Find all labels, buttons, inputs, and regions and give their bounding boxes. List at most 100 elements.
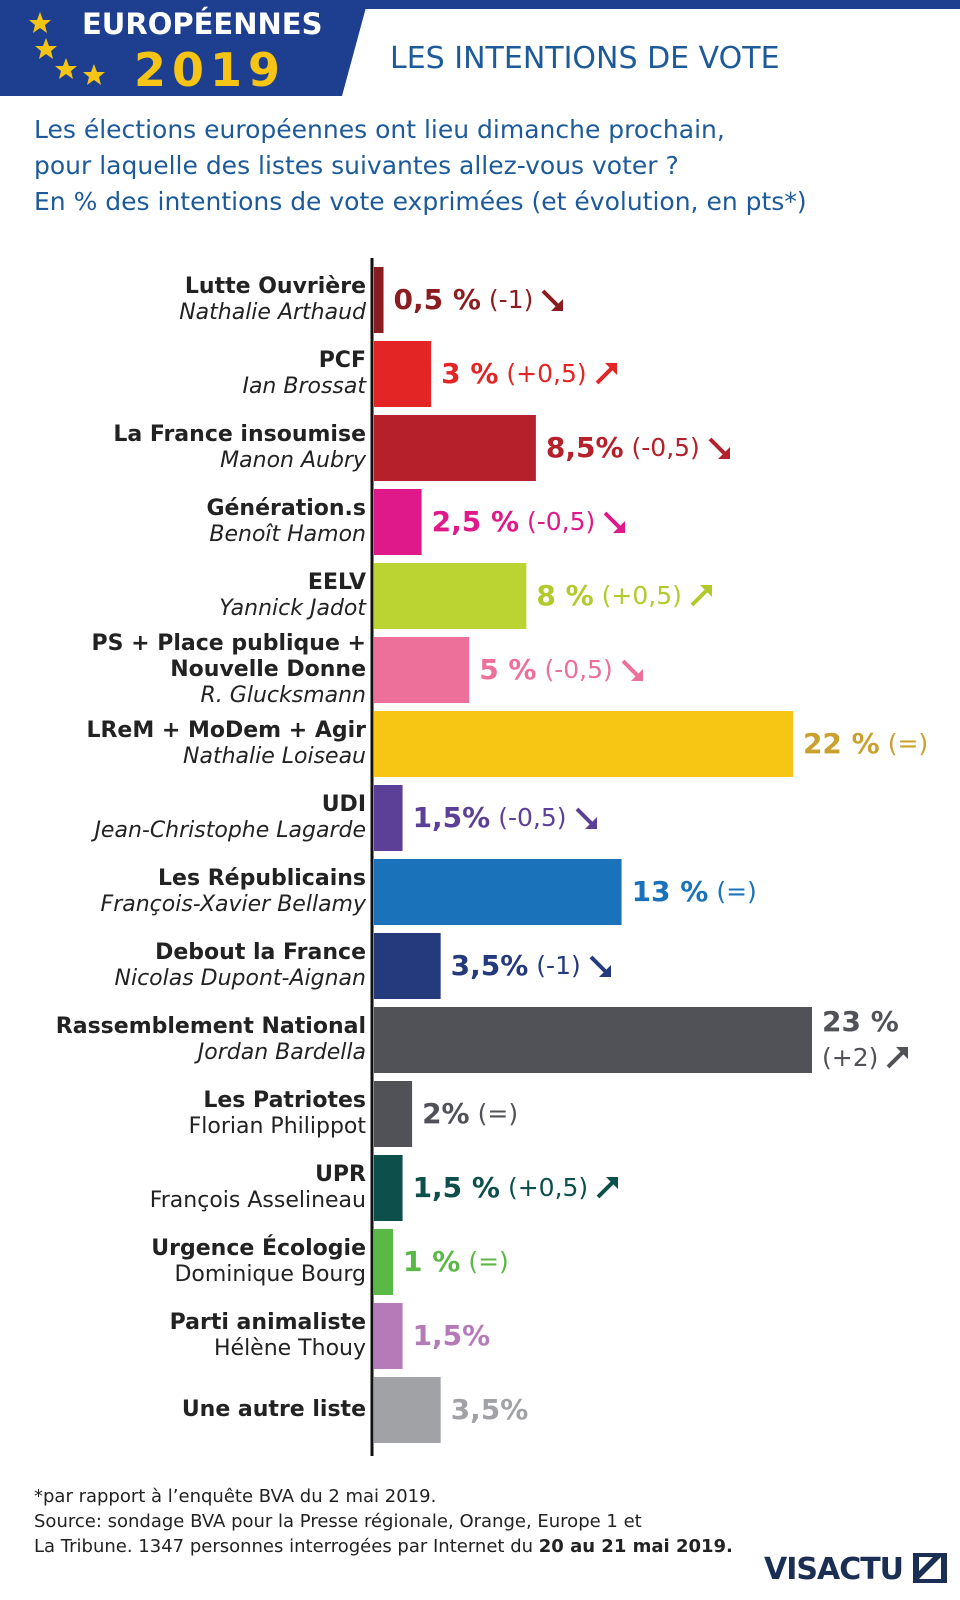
arrow-shaft — [596, 1179, 616, 1199]
party-name: Les Patriotes — [203, 1088, 366, 1113]
value-label: 13 % (=) — [632, 874, 757, 910]
value-text: 1,5 % — [412, 1171, 500, 1204]
badge-year: 2019 — [134, 43, 286, 97]
change: (+0,5) — [508, 1170, 620, 1206]
value-text: 1 % — [403, 1245, 461, 1278]
change-text: (-1) — [536, 951, 581, 980]
category-label: Une autre liste — [10, 1397, 366, 1423]
category-label: Parti animaliste Hélène Thouy — [10, 1310, 366, 1362]
category-label: EELV Yannick Jadot — [10, 570, 366, 622]
change-text: (-0,5) — [631, 433, 700, 462]
arrow-head — [584, 817, 597, 829]
badge-top: EUROPÉENNES — [82, 7, 322, 41]
arrow-head — [598, 965, 611, 977]
category-label: PCF Ian Brossat — [10, 348, 366, 400]
candidate-name: Dominique Bourg — [174, 1262, 366, 1287]
value-label: 22 % (=) — [803, 726, 928, 762]
category-label: La France insoumise Manon Aubry — [10, 422, 366, 474]
subtitle-line: Les élections européennes ont lieu diman… — [34, 115, 725, 144]
value-label: 5 % (-0,5) — [479, 652, 645, 688]
candidate-name: François-Xavier Bellamy — [100, 892, 366, 917]
bar — [374, 1007, 812, 1073]
change: (=) — [468, 1244, 508, 1280]
value-text: 8 % — [536, 579, 594, 612]
trend-arrow — [886, 1047, 909, 1069]
arrow-shaft — [708, 437, 728, 457]
header: EUROPÉENNES 2019 LES INTENTIONS DE VOTE — [0, 0, 960, 97]
candidate-name: R. Glucksmann — [200, 683, 366, 708]
arrow-head — [551, 299, 564, 311]
change: (-0,5) — [498, 800, 598, 836]
logo-icon — [912, 1553, 947, 1583]
value-label: 23 % (+2) — [822, 1004, 945, 1076]
change-text: (=) — [477, 1099, 519, 1128]
candidate-name: Benoît Hamon — [209, 522, 366, 547]
logo-text: VISACTU — [764, 1552, 904, 1587]
value-label: 3,5% — [451, 1392, 529, 1428]
value-text: 23 % — [822, 1005, 899, 1038]
category-label: Lutte Ouvrière Nathalie Arthaud — [10, 274, 366, 326]
category-label: Urgence Écologie Dominique Bourg — [10, 1236, 366, 1288]
change: (=) — [716, 874, 756, 910]
category-label: Debout la France Nicolas Dupont-Aignan — [10, 940, 367, 992]
trend-arrow — [575, 807, 597, 829]
trend-arrow — [708, 437, 730, 459]
arrow-head — [630, 669, 643, 681]
change: (-0,5) — [527, 504, 627, 540]
arrow-shaft — [690, 587, 710, 607]
value-text: 13 % — [631, 875, 709, 908]
trend-arrow — [595, 363, 617, 385]
bar — [374, 415, 536, 481]
value-label: 1,5 % (+0,5) — [413, 1170, 621, 1206]
source: La Tribune. 1347 personnes interrogées p… — [34, 1534, 733, 1559]
party-name: Les Républicains — [158, 866, 366, 891]
value-label: 3,5% (-1) — [451, 948, 613, 984]
value-text: 3,5% — [450, 1393, 529, 1426]
arrow-shaft — [621, 659, 641, 679]
category-label: LReM + MoDem + Agir Nathalie Loiseau — [10, 718, 366, 770]
title: LES INTENTIONS DE VOTE — [390, 41, 780, 76]
bar — [374, 1229, 394, 1295]
arrow-head — [613, 521, 626, 533]
source-text: La Tribune. 1347 personnes interrogées p… — [34, 1536, 534, 1557]
candidate-name: Yannick Jadot — [219, 596, 366, 621]
bar — [374, 489, 422, 555]
category-label: Les Républicains François-Xavier Bellamy — [10, 866, 366, 918]
value-text: 5 % — [479, 653, 537, 686]
subtitle-line: pour laquelle des listes suivantes allez… — [34, 151, 679, 180]
candidate-name: Nathalie Arthaud — [179, 300, 366, 325]
bar — [374, 267, 384, 333]
trend-arrow — [541, 289, 564, 311]
party-name: PS + Place publique + Nouvelle Donne — [91, 631, 366, 682]
change-text: (=) — [887, 729, 929, 758]
bar — [374, 637, 470, 703]
value-text: 22 % — [802, 727, 880, 760]
category-label: Génération.s Benoît Hamon — [10, 496, 366, 548]
change-text: (+0,5) — [506, 359, 587, 388]
change-text: (+0,5) — [601, 581, 682, 610]
party-name: PCF — [318, 348, 366, 373]
party-name: Lutte Ouvrière — [184, 274, 366, 299]
bar — [374, 341, 432, 407]
party-name: LReM + MoDem + Agir — [86, 718, 366, 743]
trend-arrow — [690, 585, 712, 607]
value-label: 1,5% — [413, 1318, 491, 1354]
category-label: UPR François Asselineau — [10, 1162, 366, 1214]
value-label: 0,5 % (-1) — [394, 282, 566, 318]
logo: VISACTU — [764, 1552, 947, 1587]
bar — [374, 1377, 441, 1443]
value-text: 1,5% — [412, 801, 491, 834]
source-dates: 20 au 21 mai 2019. — [538, 1536, 733, 1557]
value-text: 0,5 % — [393, 283, 481, 316]
bar — [374, 1303, 403, 1369]
trend-arrow — [596, 1177, 619, 1199]
candidate-name: Nathalie Loiseau — [183, 744, 366, 769]
arrow-shaft — [575, 807, 594, 827]
value-text: 3 % — [441, 357, 499, 390]
trend-arrow — [603, 511, 626, 533]
party-name: Urgence Écologie — [151, 1236, 366, 1261]
party-name: UDI — [321, 792, 366, 817]
value-text: 2% — [422, 1097, 470, 1130]
